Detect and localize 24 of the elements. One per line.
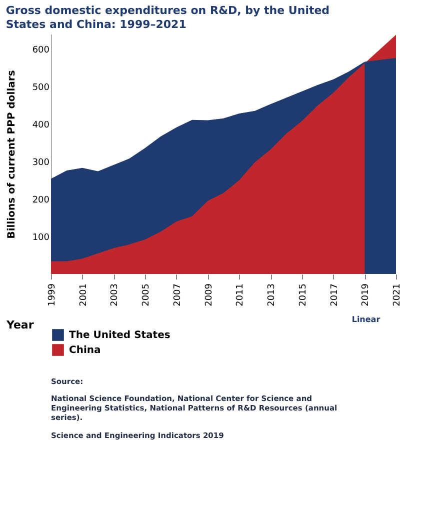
- y-tick-label: 200: [32, 196, 50, 206]
- y-tick-label: 100: [32, 233, 50, 243]
- legend-label: China: [69, 345, 101, 356]
- y-axis-title: Billions of current PPP dollars: [6, 70, 18, 239]
- x-tick-label: 2009: [204, 283, 214, 306]
- x-tick-label: 2003: [110, 284, 120, 306]
- y-tick-label: 300: [32, 158, 50, 168]
- x-tick-label: 2017: [330, 284, 340, 306]
- x-tick-label: 2007: [172, 284, 183, 306]
- x-axis-title: Year: [6, 318, 34, 332]
- x-tick-label: 2015: [298, 284, 308, 306]
- y-tick-label: 400: [32, 120, 50, 130]
- x-tick-label: 2013: [267, 284, 278, 306]
- y-tick-label: 600: [32, 46, 50, 56]
- x-tick-label: 2005: [142, 284, 152, 306]
- x-tick-label: 2021: [392, 284, 402, 306]
- x-tick-label: 2019: [361, 283, 372, 306]
- y-tick-label: 500: [32, 83, 50, 93]
- x-tick-label: 2011: [236, 284, 246, 306]
- legend-label: The United States: [69, 330, 170, 341]
- text: Linear: [352, 315, 380, 324]
- x-tick-label: 1999: [48, 283, 58, 306]
- chart-title: Gross domestic expenditures on R&D, by the United States and China: 1999–2021: [6, 4, 330, 31]
- x-tick-label: 2001: [78, 284, 89, 306]
